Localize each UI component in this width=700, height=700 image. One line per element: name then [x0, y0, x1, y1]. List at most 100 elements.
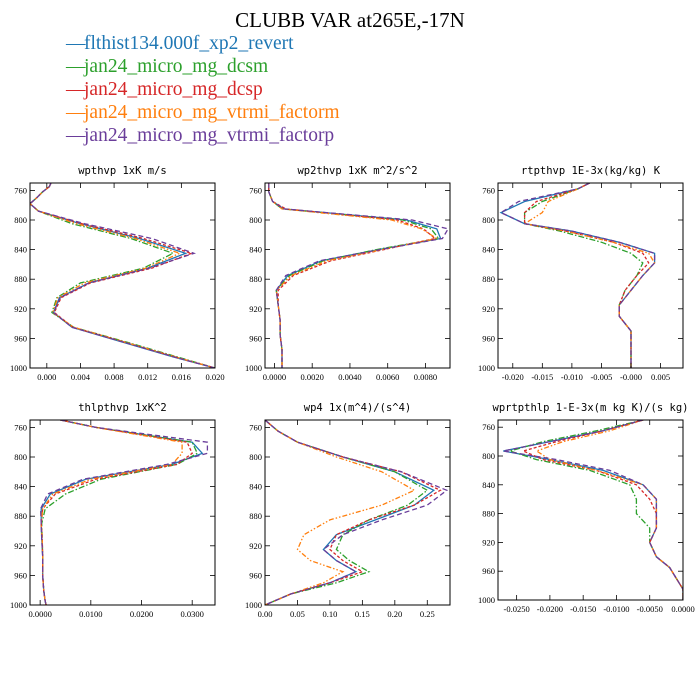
legend-entry: —jan24_micro_mg_vtrmi_factorp — [66, 124, 340, 147]
series-line — [499, 183, 656, 368]
y-tick-label: 960 — [14, 333, 27, 343]
series-line — [535, 420, 683, 600]
x-tick-label: -0.0050 — [637, 604, 663, 614]
y-tick-label: 800 — [249, 215, 262, 225]
x-tick-label: 0.004 — [71, 372, 91, 382]
y-tick-label: 840 — [482, 245, 495, 255]
series-line — [521, 420, 683, 600]
series-line — [503, 420, 683, 600]
plot-frame — [264, 182, 451, 369]
y-tick-label: 800 — [14, 452, 27, 462]
y-tick-label: 760 — [14, 185, 27, 195]
y-tick-label: 1000 — [478, 595, 495, 605]
x-tick-label: 0.000 — [37, 372, 56, 382]
y-tick-label: 1000 — [245, 363, 262, 373]
series-group — [268, 183, 450, 368]
series-group — [30, 183, 215, 368]
legend-label: jan24_micro_mg_dcsp — [84, 79, 263, 100]
x-tick-label: -0.020 — [502, 372, 524, 382]
y-tick-label: 920 — [249, 304, 262, 314]
x-tick-label: -0.0100 — [603, 604, 629, 614]
plot-frame — [497, 419, 684, 601]
x-tick-label: -0.0200 — [537, 604, 563, 614]
plot-frame — [497, 182, 684, 369]
y-tick-label: 880 — [14, 274, 27, 284]
y-tick-label: 760 — [14, 422, 27, 432]
y-tick-label: 920 — [14, 304, 27, 314]
x-tick-label: -0.015 — [531, 372, 553, 382]
legend-line-icon: — — [66, 102, 86, 123]
y-tick-label: 920 — [482, 537, 495, 547]
y-tick-label: 800 — [482, 451, 495, 461]
y-tick-label: 880 — [14, 511, 27, 521]
x-tick-label: 0.0000 — [28, 609, 51, 619]
series-line — [41, 420, 199, 605]
panel-title: wp4 1x(m^4)/(s^4) — [304, 402, 411, 414]
y-tick-label: 760 — [249, 422, 262, 432]
x-tick-label: 0.0000 — [263, 372, 286, 382]
figure-title: CLUBB VAR at265E,-17N — [235, 8, 465, 32]
plot-frame — [29, 419, 216, 606]
x-tick-label: 0.0060 — [376, 372, 399, 382]
legend-label: jan24_micro_mg_vtrmi_factorp — [84, 125, 335, 146]
series-line — [523, 183, 650, 368]
y-tick-label: 880 — [249, 511, 262, 521]
y-tick-label: 840 — [14, 482, 27, 492]
plot-frame — [29, 182, 216, 369]
series-line — [268, 183, 450, 368]
x-tick-label: 0.0020 — [301, 372, 324, 382]
series-line — [523, 183, 644, 368]
y-tick-label: 760 — [482, 185, 495, 195]
x-tick-label: 0.0040 — [338, 372, 361, 382]
x-tick-label: -0.010 — [561, 372, 583, 382]
legend-entry: —jan24_micro_mg_vtrmi_factorm — [66, 101, 340, 124]
chart-panel: rtpthvp 1E-3x(kg/kg) K 760 800 840 880 920 960… — [478, 165, 684, 382]
panel-title: rtpthvp 1E-3x(kg/kg) K — [521, 165, 661, 177]
series-group — [265, 420, 449, 605]
y-tick-label: 880 — [249, 274, 262, 284]
y-tick-label: 840 — [249, 482, 262, 492]
y-tick-label: 960 — [482, 333, 495, 343]
y-tick-label: 880 — [482, 274, 495, 284]
y-tick-label: 960 — [249, 333, 262, 343]
series-group — [503, 420, 683, 600]
series-line — [40, 420, 204, 605]
legend-label: flthist134.000f_xp2_revert — [84, 33, 294, 54]
y-tick-label: 960 — [482, 566, 495, 576]
x-tick-label: 0.0100 — [79, 609, 102, 619]
series-group — [499, 183, 656, 368]
y-tick-label: 800 — [14, 215, 27, 225]
x-tick-label: 0.0200 — [130, 609, 153, 619]
x-tick-label: -0.005 — [590, 372, 612, 382]
y-tick-label: 960 — [249, 570, 262, 580]
chart-panel: wp2thvp 1xK m^2/s^2 760 800 840 880 920 960 100… — [245, 165, 451, 382]
series-group — [39, 420, 209, 605]
y-tick-label: 800 — [482, 215, 495, 225]
y-tick-label: 840 — [482, 480, 495, 490]
x-tick-label: -0.0250 — [504, 604, 530, 614]
series-line — [40, 420, 183, 605]
panel-title: wpthvp 1xK m/s — [78, 165, 167, 177]
y-tick-label: 840 — [14, 245, 27, 255]
panel-title: wp2thvp 1xK m^2/s^2 — [297, 165, 417, 177]
x-tick-label: 0.0300 — [181, 609, 204, 619]
y-tick-label: 1000 — [245, 600, 262, 610]
legend-entry: —flthist134.000f_xp2_revert — [66, 32, 340, 55]
plot-frame — [264, 419, 451, 606]
chart-panel: wprtpthlp 1-E-3x(m kg K)/(s kg) 760 800 840… — [478, 402, 695, 614]
legend-line-icon: — — [66, 79, 86, 100]
series-line — [30, 183, 215, 368]
y-tick-label: 840 — [249, 245, 262, 255]
legend-entry: —jan24_micro_mg_dcsp — [66, 78, 340, 101]
x-tick-label: -0.000 — [620, 372, 642, 382]
x-tick-label: 0.020 — [205, 372, 224, 382]
chart-panel: wp4 1x(m^4)/(s^4)76080084088092096010000… — [245, 402, 451, 619]
series-line — [265, 420, 449, 605]
x-tick-label: 0.00 — [258, 609, 273, 619]
x-tick-label: 0.15 — [355, 609, 370, 619]
legend-line-icon: — — [66, 125, 86, 146]
y-tick-label: 760 — [249, 185, 262, 195]
legend: —flthist134.000f_xp2_revert —jan24_micro… — [66, 32, 340, 147]
y-tick-label: 1000 — [478, 363, 495, 373]
y-tick-label: 760 — [482, 422, 495, 432]
